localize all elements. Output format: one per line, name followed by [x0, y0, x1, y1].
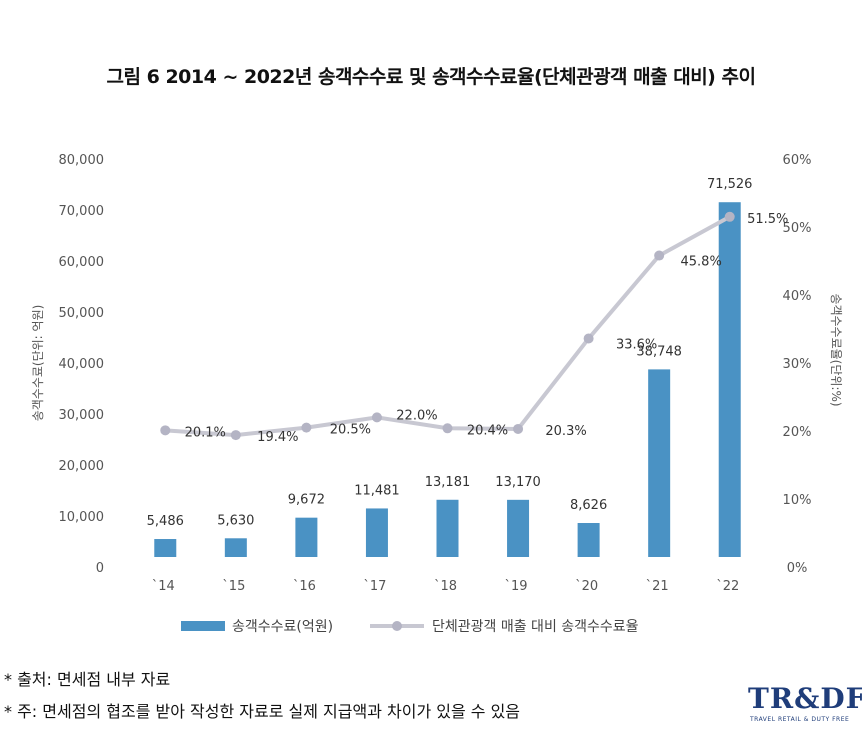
rate-point [371, 412, 382, 423]
y-left-tick-label: 0 [96, 561, 104, 576]
y-left-tick-label: 30,000 [59, 408, 105, 423]
x-tick-label: `17 [363, 579, 386, 594]
rate-value-label: 20.4% [467, 423, 508, 438]
rate-point [513, 423, 524, 434]
y-right-tick-label: 10% [783, 493, 812, 508]
x-tick-label: `15 [222, 579, 245, 594]
bar-value-label: 5,630 [217, 513, 254, 528]
y-right-tick-label: 40% [783, 289, 812, 304]
rate-point [442, 423, 453, 434]
y-right-tick-label: 20% [783, 425, 812, 440]
x-tick-label: `14 [152, 579, 175, 594]
y-right-tick-label: 50% [783, 221, 812, 236]
bar [507, 499, 530, 557]
rate-point [301, 422, 312, 433]
bar [648, 369, 671, 557]
bar-value-label: 13,181 [425, 475, 471, 490]
rate-value-label: 51.5% [747, 212, 788, 227]
bar-value-label: 13,170 [495, 475, 541, 490]
rate-point [230, 430, 241, 441]
rate-value-label: 45.8% [681, 255, 722, 270]
y-left-tick-label: 60,000 [59, 255, 105, 270]
legend-bar-label: 송객수수료(억원) [232, 619, 333, 635]
x-tick-label: `22 [716, 579, 739, 594]
x-tick-label: `21 [646, 579, 669, 594]
bar-value-label: 5,486 [147, 514, 184, 529]
legend-bar-swatch [181, 621, 225, 631]
y-left-tick-label: 50,000 [59, 306, 105, 321]
combo-chart: 0 10,000 20,000 30,000 40,000 50,000 60,000 70,… [31, 153, 843, 635]
chart-title: 그림 6 2014 ~ 2022년 송객수수료 및 송객수수료율(단체관광객 매… [106, 66, 756, 88]
rate-point [583, 333, 594, 344]
bar [295, 517, 318, 557]
bar-value-label: 9,672 [288, 493, 325, 508]
y-right-tick-label: 0% [787, 561, 808, 576]
y-left-tick-label: 10,000 [59, 510, 105, 525]
publisher-logo: TR&DF [748, 682, 862, 715]
rate-point [160, 425, 171, 436]
y-right-tick-label: 60% [783, 153, 812, 168]
rate-value-label: 22.0% [396, 408, 437, 423]
rate-value-label: 19.4% [257, 430, 298, 445]
rate-value-label: 20.1% [185, 425, 226, 440]
x-tick-label: `19 [505, 579, 528, 594]
x-tick-label: `20 [575, 579, 598, 594]
bar-value-label: 71,526 [707, 177, 753, 192]
bar-value-label: 8,626 [570, 498, 607, 513]
rate-value-label: 20.5% [330, 423, 371, 438]
x-tick-label: `18 [434, 579, 457, 594]
bar [224, 538, 247, 557]
y-right-axis-title: 송객수수료율(단위:%) [829, 293, 843, 406]
x-tick-label: `16 [293, 579, 316, 594]
bar-value-label: 38,748 [636, 344, 682, 359]
rate-value-label: 20.3% [545, 424, 586, 439]
bar [577, 523, 600, 557]
remark-note: * 주: 면세점의 협조를 받아 작성한 자료로 실제 지급액과 차이가 있을 … [4, 702, 521, 721]
legend-line-marker [392, 621, 402, 631]
bar [436, 499, 459, 557]
y-left-tick-label: 40,000 [59, 357, 105, 372]
y-left-tick-label: 70,000 [59, 204, 105, 219]
bar [154, 539, 177, 557]
bar [365, 508, 388, 557]
bar [718, 202, 741, 557]
y-left-axis-title: 송객수수료(단위: 억원) [31, 305, 45, 422]
rate-value-label: 33.6% [616, 338, 657, 353]
rate-point [654, 250, 665, 261]
source-note: * 출처: 면세점 내부 자료 [4, 670, 171, 689]
y-left-tick-label: 20,000 [59, 459, 105, 474]
legend-line-label: 단체관광객 매출 대비 송객수수료율 [432, 619, 639, 635]
rate-point [724, 211, 735, 222]
bar-value-label: 11,481 [354, 483, 400, 498]
y-left-tick-label: 80,000 [59, 153, 105, 168]
y-right-tick-label: 30% [783, 357, 812, 372]
rate-line [165, 215, 731, 438]
publisher-logo-subtext: TRAVEL RETAIL & DUTY FREE [750, 716, 850, 723]
